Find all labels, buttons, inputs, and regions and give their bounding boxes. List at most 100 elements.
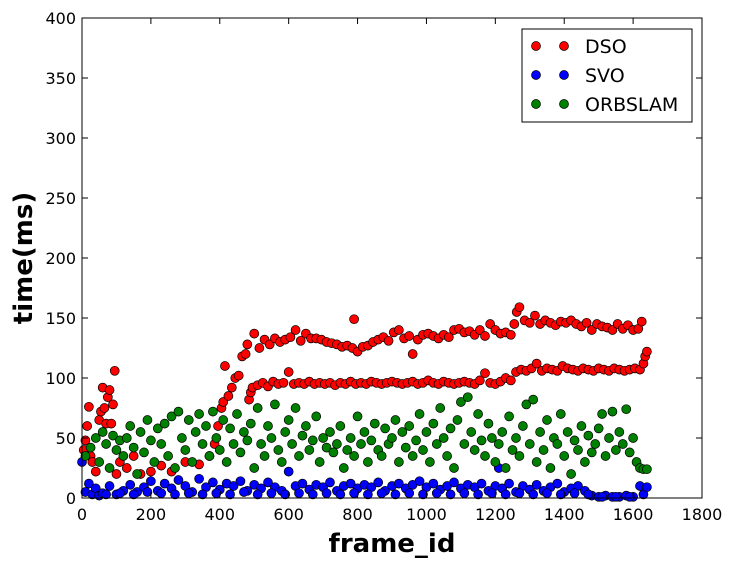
data-point-orbslam — [421, 427, 432, 437]
data-point-orbslam — [266, 433, 277, 443]
data-point-svo — [280, 489, 291, 500]
data-point-orbslam — [294, 451, 304, 461]
data-point-dso — [108, 399, 118, 410]
legend-item-dso: DSO — [531, 36, 627, 58]
data-point-orbslam — [214, 445, 225, 455]
data-point-orbslam — [528, 394, 539, 405]
data-point-svo — [531, 479, 542, 490]
data-point-orbslam — [290, 403, 301, 413]
data-point-orbslam — [197, 439, 208, 449]
x-tick-label: 0 — [77, 505, 87, 524]
data-point-orbslam — [607, 406, 618, 417]
data-point-dso — [254, 343, 265, 353]
data-point-dso — [84, 401, 94, 412]
data-point-orbslam — [369, 418, 380, 429]
data-point-orbslam — [559, 451, 570, 461]
data-point-orbslam — [152, 423, 163, 434]
data-point-orbslam — [586, 447, 597, 458]
data-point-svo — [239, 487, 249, 497]
data-point-orbslam — [321, 442, 332, 453]
data-point-orbslam — [545, 463, 556, 473]
data-point-svo — [404, 488, 415, 499]
legend-marker — [559, 41, 569, 51]
data-point-orbslam — [201, 421, 211, 431]
data-points — [77, 302, 652, 502]
data-point-dso — [290, 325, 301, 335]
data-point-orbslam — [418, 445, 428, 455]
data-point-dso — [407, 349, 418, 359]
data-point-orbslam — [473, 409, 483, 419]
data-point-dso — [524, 317, 535, 328]
data-point-dso — [514, 302, 525, 313]
data-point-orbslam — [356, 439, 366, 449]
legend-item-svo: SVO — [531, 65, 625, 87]
data-point-orbslam — [597, 409, 607, 419]
data-point-orbslam — [555, 409, 566, 419]
data-point-svo — [449, 477, 459, 488]
data-point-svo — [146, 476, 156, 487]
data-point-orbslam — [263, 421, 273, 431]
data-point-dso — [111, 469, 122, 479]
data-point-dso — [121, 463, 132, 473]
data-point-svo — [500, 489, 511, 500]
data-point-orbslam — [590, 439, 601, 449]
data-point-orbslam — [183, 415, 194, 425]
data-point-orbslam — [125, 421, 136, 431]
data-point-dso — [383, 335, 394, 346]
data-point-dso — [394, 325, 404, 335]
data-point-orbslam — [187, 457, 198, 467]
x-tick-label: 1400 — [544, 505, 585, 524]
data-point-orbslam — [507, 445, 518, 455]
data-point-orbslam — [132, 469, 142, 479]
data-point-orbslam — [104, 463, 115, 473]
data-point-orbslam — [514, 451, 525, 461]
data-point-orbslam — [335, 421, 346, 431]
data-point-orbslam — [180, 445, 191, 455]
data-point-orbslam — [235, 447, 246, 458]
data-point-orbslam — [394, 457, 404, 467]
legend-label: DSO — [585, 36, 627, 58]
data-point-orbslam — [414, 409, 425, 419]
data-point-dso — [283, 367, 294, 377]
data-point-orbslam — [487, 433, 497, 443]
data-point-orbslam — [359, 427, 370, 437]
data-point-orbslam — [218, 415, 229, 425]
data-point-svo — [208, 477, 218, 488]
data-point-dso — [233, 370, 244, 381]
data-point-svo — [583, 489, 594, 500]
data-point-svo — [363, 489, 373, 500]
data-point-orbslam — [228, 439, 239, 449]
data-point-orbslam — [311, 411, 322, 422]
legend-label: ORBSLAM — [585, 94, 678, 116]
data-point-orbslam — [425, 457, 435, 467]
data-point-orbslam — [307, 435, 318, 446]
data-point-orbslam — [459, 439, 470, 449]
data-point-dso — [505, 375, 516, 386]
data-point-orbslam — [135, 427, 146, 437]
data-point-orbslam — [469, 445, 480, 455]
data-point-orbslam — [490, 457, 501, 467]
data-point-orbslam — [242, 435, 253, 446]
data-point-dso — [240, 349, 251, 359]
data-point-orbslam — [593, 423, 604, 434]
data-point-svo — [228, 481, 239, 491]
data-point-orbslam — [90, 433, 101, 443]
data-point-dso — [404, 331, 415, 341]
data-point-orbslam — [435, 403, 446, 413]
data-point-orbslam — [280, 427, 291, 437]
data-point-orbslam — [301, 421, 311, 431]
legend-marker — [531, 70, 541, 80]
data-point-orbslam — [542, 415, 552, 425]
data-point-orbslam — [511, 433, 521, 443]
data-point-orbslam — [493, 439, 504, 449]
data-point-orbslam — [583, 430, 594, 441]
data-point-orbslam — [314, 457, 325, 467]
data-point-orbslam — [190, 427, 201, 437]
data-point-svo — [115, 488, 125, 499]
data-point-orbslam — [283, 415, 294, 425]
data-point-orbslam — [390, 415, 401, 425]
axis-ticks: 0 200 400 600 800 1000 1200 1400 1600 1800 0 50 100 1… — [45, 9, 722, 524]
data-point-orbslam — [476, 435, 487, 446]
data-point-orbslam — [518, 421, 528, 431]
data-point-svo — [394, 478, 404, 489]
